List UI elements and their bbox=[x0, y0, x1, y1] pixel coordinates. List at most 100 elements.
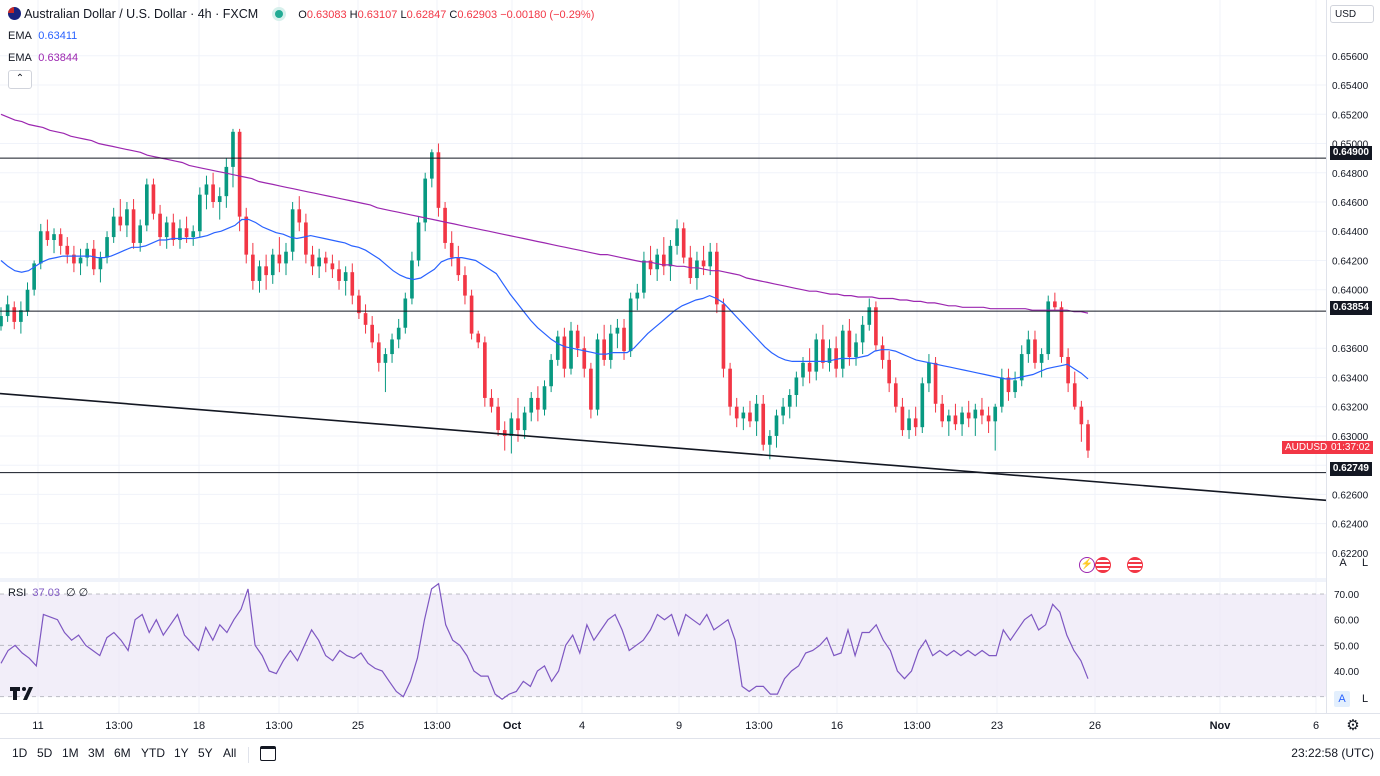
price-axis-separator bbox=[1326, 0, 1327, 714]
candle-body bbox=[628, 298, 633, 352]
candle-body bbox=[555, 336, 560, 360]
candle-body bbox=[575, 330, 580, 349]
candle-body bbox=[635, 292, 640, 299]
ema-slow-legend[interactable]: EMA 0.63844 bbox=[8, 52, 78, 64]
candle-body bbox=[52, 234, 56, 241]
candle-body bbox=[840, 330, 845, 369]
candle-body bbox=[502, 430, 507, 436]
time-tick-label: 26 bbox=[1089, 720, 1101, 732]
rsi-name: RSI bbox=[8, 587, 27, 599]
rsi-axis-ticks: 70.00 60.00 50.00 40.00 bbox=[1334, 590, 1359, 678]
close-label: C bbox=[449, 9, 458, 21]
candle-body bbox=[376, 342, 381, 363]
flash-icon[interactable]: ⚡ bbox=[1079, 557, 1095, 573]
candle-body bbox=[264, 266, 268, 276]
candle-body bbox=[854, 342, 858, 357]
time-tick-label: 6 bbox=[1313, 720, 1319, 732]
range-1m[interactable]: 1M bbox=[62, 746, 79, 760]
candle-body bbox=[622, 327, 626, 352]
candle-body bbox=[980, 409, 984, 416]
candle-body bbox=[151, 184, 156, 214]
symbol-title[interactable]: Australian Dollar / U.S. Dollar · 4h · F… bbox=[24, 7, 259, 21]
range-5d[interactable]: 5D bbox=[37, 746, 53, 760]
candle-body bbox=[125, 209, 129, 226]
range-ytd[interactable]: YTD bbox=[141, 746, 165, 760]
ema-slow-value: 0.63844 bbox=[38, 52, 79, 64]
candle-body bbox=[542, 386, 547, 410]
candle-body bbox=[701, 260, 706, 267]
candle-body bbox=[91, 248, 96, 270]
candle-body bbox=[38, 231, 43, 264]
candle-body bbox=[430, 152, 434, 179]
candle-body bbox=[184, 228, 189, 238]
candle-body bbox=[131, 209, 136, 243]
candle-body bbox=[927, 362, 931, 384]
candle-body bbox=[1072, 383, 1077, 407]
candle-body bbox=[403, 298, 408, 328]
time-tick-label: 25 bbox=[352, 720, 364, 732]
range-3m[interactable]: 3M bbox=[88, 746, 105, 760]
price-tick-label: 0.64000 bbox=[1332, 286, 1369, 297]
ema-fast-legend[interactable]: EMA 0.63411 bbox=[8, 30, 77, 42]
candle-body bbox=[675, 228, 679, 246]
candle-body bbox=[32, 263, 36, 290]
ema-slow-name: EMA bbox=[8, 52, 32, 64]
calendar-icon[interactable] bbox=[260, 746, 276, 761]
candle-body bbox=[105, 237, 109, 258]
rsi-band-fill bbox=[0, 594, 1326, 697]
collapse-legend-button[interactable]: ⌃ bbox=[8, 70, 32, 89]
trendline bbox=[0, 392, 1327, 502]
candle-body bbox=[522, 412, 527, 431]
candle-body bbox=[111, 216, 116, 238]
us-flag-icon[interactable] bbox=[1127, 557, 1143, 573]
range-1d[interactable]: 1D bbox=[12, 746, 28, 760]
symbol-legend: Australian Dollar / U.S. Dollar · 4h · F… bbox=[8, 7, 594, 21]
rsi-tick-label: 60.00 bbox=[1334, 616, 1359, 627]
candle-body bbox=[284, 251, 288, 264]
tradingview-logo[interactable] bbox=[10, 686, 40, 700]
level-label-1: 0.63854 bbox=[1329, 301, 1372, 315]
auto-scale-button[interactable]: A bbox=[1339, 557, 1347, 569]
log-scale-button[interactable]: L bbox=[1361, 557, 1369, 569]
candle-body bbox=[138, 225, 143, 243]
toolbar-divider bbox=[248, 747, 249, 763]
candle-body bbox=[549, 359, 553, 387]
candle-body bbox=[198, 194, 202, 232]
rsi-legend[interactable]: RSI 37.03 ∅ ∅ bbox=[8, 586, 88, 599]
candle-body bbox=[1033, 339, 1037, 363]
level-label-0: 0.64900 bbox=[1329, 146, 1372, 160]
candle-body bbox=[489, 397, 494, 407]
candle-body bbox=[814, 339, 819, 372]
candle-body bbox=[363, 313, 368, 325]
time-tick-label: 23 bbox=[991, 720, 1003, 732]
range-all[interactable]: All bbox=[223, 746, 237, 760]
candle-body bbox=[45, 231, 50, 241]
range-1y[interactable]: 1Y bbox=[174, 746, 189, 760]
candle-body bbox=[602, 339, 606, 360]
candle-body bbox=[1039, 354, 1044, 363]
candle-body bbox=[310, 254, 315, 267]
rsi-auto-scale-button[interactable]: A bbox=[1334, 691, 1350, 707]
candle-body bbox=[595, 339, 600, 410]
countdown-tag: 01:37:02 bbox=[1328, 441, 1373, 454]
price-tick-label: 0.65200 bbox=[1332, 110, 1369, 121]
price-tick-label: 0.64400 bbox=[1332, 227, 1369, 238]
rsi-log-scale-button[interactable]: L bbox=[1361, 693, 1369, 705]
candle-body bbox=[1046, 301, 1051, 355]
candle-body bbox=[1059, 307, 1064, 357]
range-5y[interactable]: 5Y bbox=[198, 746, 213, 760]
range-6m[interactable]: 6M bbox=[114, 746, 131, 760]
rsi-polyline bbox=[0, 582, 1089, 700]
candle-body bbox=[695, 260, 699, 279]
currency-select[interactable]: USD bbox=[1330, 5, 1374, 23]
us-flag-icon[interactable] bbox=[1095, 557, 1111, 573]
price-tick-label: 0.64800 bbox=[1332, 169, 1369, 180]
candle-body bbox=[893, 383, 898, 407]
price-tick-label: 0.63600 bbox=[1332, 344, 1369, 355]
candle-body bbox=[807, 362, 812, 372]
utc-clock[interactable]: 23:22:58 (UTC) bbox=[1291, 746, 1374, 760]
candle-body bbox=[608, 333, 613, 360]
gear-icon[interactable]: ⚙ bbox=[1346, 717, 1360, 734]
australia-flag-icon bbox=[8, 7, 21, 20]
